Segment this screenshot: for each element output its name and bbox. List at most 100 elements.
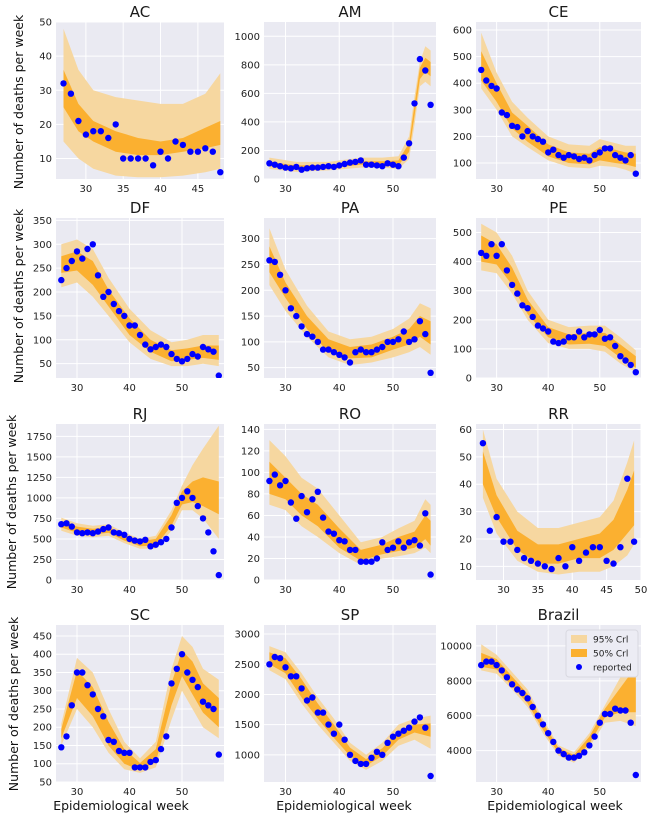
panel-rr: 10 20 30 40 50 60 30 35 40 45 50 RR	[459, 405, 647, 596]
band-50-crl	[61, 650, 219, 771]
reported-point	[210, 548, 217, 555]
y-tick-label: 300	[241, 234, 260, 245]
reported-point	[612, 151, 619, 159]
reported-point	[336, 721, 343, 728]
x-tick-label: 45	[191, 184, 204, 195]
ylabel-row-1: Number of deaths per week	[11, 14, 26, 189]
y-tick-label: 1000	[27, 493, 52, 504]
panel-sc: 50 100 150 200 250 300 350 400 450 30 40 50 SC	[33, 606, 224, 798]
panel-title: RJ	[133, 405, 148, 423]
reported-point	[172, 138, 179, 145]
reported-point	[617, 707, 624, 714]
panel-title: PE	[549, 199, 568, 217]
reported-point	[89, 530, 97, 537]
reported-point	[142, 764, 149, 771]
y-tick-label: 150	[33, 311, 52, 322]
reported-point	[68, 257, 76, 265]
y-tick-label: 400	[33, 650, 52, 661]
reported-point	[550, 146, 557, 153]
reported-point	[330, 530, 338, 537]
reported-point	[373, 555, 381, 562]
y-tick-label: 150	[241, 312, 260, 323]
reported-point	[581, 749, 588, 756]
reported-point	[503, 267, 511, 274]
y-tick-label: 300	[453, 286, 472, 297]
panel-title: Brazil	[538, 606, 580, 624]
reported-point	[395, 538, 402, 545]
reported-point	[565, 151, 572, 159]
reported-point	[314, 338, 321, 346]
y-tick-label: 0	[46, 576, 52, 587]
reported-point	[411, 718, 418, 725]
reported-point	[632, 369, 639, 376]
reported-point	[303, 165, 311, 172]
reported-point	[168, 680, 175, 687]
reported-point	[94, 528, 102, 535]
reported-point	[427, 571, 434, 578]
reported-point	[309, 694, 316, 701]
y-tick-label: 3000	[235, 630, 260, 641]
reported-point	[149, 162, 157, 169]
reported-point	[341, 160, 348, 168]
reported-point	[539, 325, 547, 332]
reported-point	[314, 488, 321, 495]
reported-point	[73, 248, 81, 255]
reported-point	[58, 276, 65, 284]
y-tick-label: 0	[254, 576, 260, 587]
reported-point	[362, 760, 370, 768]
reported-point	[215, 751, 222, 758]
reported-point	[58, 521, 65, 528]
reported-point	[411, 100, 418, 107]
reported-point	[606, 145, 614, 152]
reported-point	[60, 80, 67, 87]
reported-point	[539, 721, 547, 728]
reported-point	[105, 736, 112, 744]
reported-point	[282, 477, 289, 485]
reported-point	[389, 161, 397, 168]
reported-point	[478, 249, 485, 257]
x-tick-label: 50	[593, 383, 606, 394]
y-tick-label: 80	[247, 489, 260, 500]
reported-point	[384, 160, 391, 167]
reported-point	[379, 751, 386, 758]
reported-point	[147, 543, 154, 550]
reported-point	[545, 730, 552, 737]
reported-point	[352, 546, 359, 554]
reported-point	[601, 145, 609, 152]
y-tick-label: 250	[241, 260, 260, 271]
reported-point	[189, 494, 196, 502]
y-tick-label: 10	[459, 562, 472, 573]
x-tick-label: 30	[490, 787, 503, 798]
y-tick-label: 50	[39, 359, 52, 370]
reported-point	[84, 245, 91, 253]
reported-point	[205, 529, 212, 536]
reported-point	[548, 565, 555, 573]
reported-point	[298, 166, 305, 173]
y-tick-label: 30	[459, 507, 472, 518]
band-50-crl	[269, 652, 431, 766]
x-tick-label: 40	[333, 383, 346, 394]
reported-point	[582, 549, 590, 556]
reported-point	[514, 686, 521, 693]
series-group	[478, 32, 639, 177]
reported-point	[368, 349, 375, 356]
reported-point	[346, 751, 354, 758]
panel-title: RR	[548, 405, 569, 423]
reported-point	[503, 674, 511, 681]
reported-point	[121, 312, 128, 320]
reported-point	[319, 709, 327, 716]
reported-point	[79, 669, 86, 676]
reported-point	[529, 703, 536, 711]
reported-point	[126, 749, 133, 756]
band-95-crl	[61, 239, 219, 367]
reported-point	[627, 361, 634, 369]
reported-point	[586, 331, 593, 338]
reported-point	[493, 661, 500, 669]
xlabel-brazil: Epidemiological week	[487, 798, 623, 813]
reported-point	[411, 336, 418, 343]
reported-point	[120, 155, 127, 162]
reported-point	[596, 149, 603, 156]
reported-point	[555, 339, 562, 347]
series-group	[478, 644, 639, 779]
reported-point	[514, 546, 521, 554]
